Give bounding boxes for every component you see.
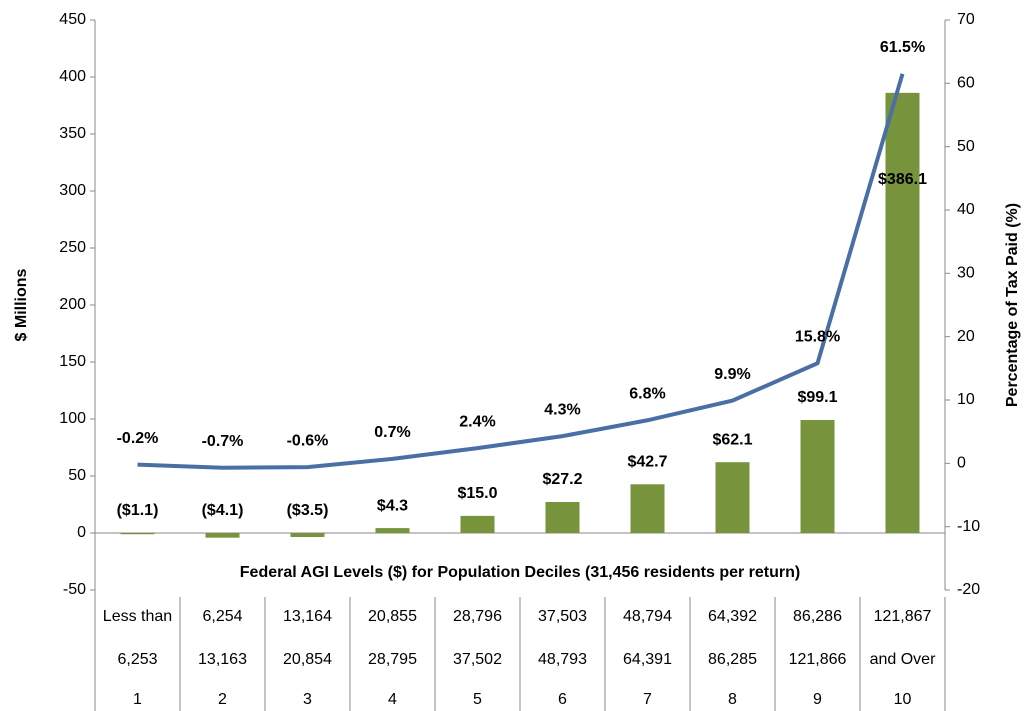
y-tick-label: 50 [68,467,86,484]
line-label: 9.9% [714,366,750,383]
bar-label: ($1.1) [117,502,159,519]
x-tick-label: 3 [303,691,312,708]
agi-range: 86,286 [793,608,842,625]
bar [460,515,495,533]
line [137,73,905,470]
x-tick-label: 8 [728,691,737,708]
bar-label: ($4.1) [202,502,244,519]
line-label: 15.8% [795,328,840,345]
bar-label: $386.1 [878,171,927,188]
bar [715,462,750,533]
agi-range: 37,502 [453,651,502,668]
bar [290,533,325,537]
bar-label: $15.0 [457,485,497,502]
agi-range: 64,392 [708,608,757,625]
y-tick-label: 250 [59,239,86,256]
y-axis-label: $ Millions [13,268,30,341]
agi-range: Less than [103,608,172,625]
bar [205,533,240,538]
agi-range: 6,254 [202,608,242,625]
x-tick-label: 5 [473,691,482,708]
x-tick-label: 1 [133,691,142,708]
agi-range: 48,793 [538,651,587,668]
y2-tick-label: 50 [957,138,975,155]
x-tick-label: 6 [558,691,567,708]
bar [630,484,665,533]
y-tick-label: 350 [59,125,86,142]
agi-range: 13,164 [283,608,332,625]
y-tick-label: 150 [59,353,86,370]
line-label: 61.5% [880,39,925,56]
agi-range: 6,253 [117,651,157,668]
x-tick-label: 7 [643,691,652,708]
bar-label: ($3.5) [287,502,329,519]
y-tick-label: 300 [59,182,86,199]
bar-label: $62.1 [712,431,752,448]
agi-range: 20,855 [368,608,417,625]
y2-tick-label: -20 [957,581,980,598]
bar [885,92,920,533]
x-tick-label: 10 [894,691,912,708]
agi-range: 13,163 [198,651,247,668]
bar-label: $42.7 [627,454,667,471]
y2-tick-label: 20 [957,328,975,345]
x-tick-label: 2 [218,691,227,708]
agi-range: 28,796 [453,608,502,625]
agi-range: and Over [870,651,936,668]
bar-label: $27.2 [542,471,582,488]
y2-tick-label: 0 [957,455,966,472]
line-label: 6.8% [629,385,665,402]
x-tick-label: 9 [813,691,822,708]
agi-range: 48,794 [623,608,672,625]
line-label: -0.2% [117,430,159,447]
agi-range: 121,866 [789,651,847,668]
bar [800,420,835,533]
y-tick-label: 200 [59,296,86,313]
y2-axis-label: Percentage of Tax Paid (%) [1004,203,1021,407]
bar [120,533,155,535]
agi-range: 86,285 [708,651,757,668]
table-title: Federal AGI Levels ($) for Population De… [240,564,800,581]
y-tick-label: 0 [77,524,86,541]
y2-tick-label: -10 [957,518,980,535]
y-tick-label: 100 [59,410,86,427]
y-tick-label: 400 [59,68,86,85]
bar-label: $99.1 [797,389,837,406]
bar [545,501,580,533]
agi-range: 37,503 [538,608,587,625]
agi-range: 121,867 [874,608,932,625]
y2-tick-label: 10 [957,391,975,408]
y-tick-label: -50 [63,581,86,598]
line-label: 0.7% [374,424,410,441]
line-label: 4.3% [544,401,580,418]
y-tick-label: 450 [59,11,86,28]
y2-tick-label: 70 [957,11,975,28]
y2-tick-label: 40 [957,201,975,218]
y2-tick-label: 30 [957,265,975,282]
line-label: 2.4% [459,413,495,430]
line-label: -0.7% [202,433,244,450]
bar-label: $4.3 [377,497,408,514]
agi-range: 64,391 [623,651,672,668]
agi-range: 28,795 [368,651,417,668]
bar [375,528,410,533]
y2-tick-label: 60 [957,75,975,92]
agi-range: 20,854 [283,651,332,668]
line-label: -0.6% [287,432,329,449]
x-tick-label: 4 [388,691,397,708]
